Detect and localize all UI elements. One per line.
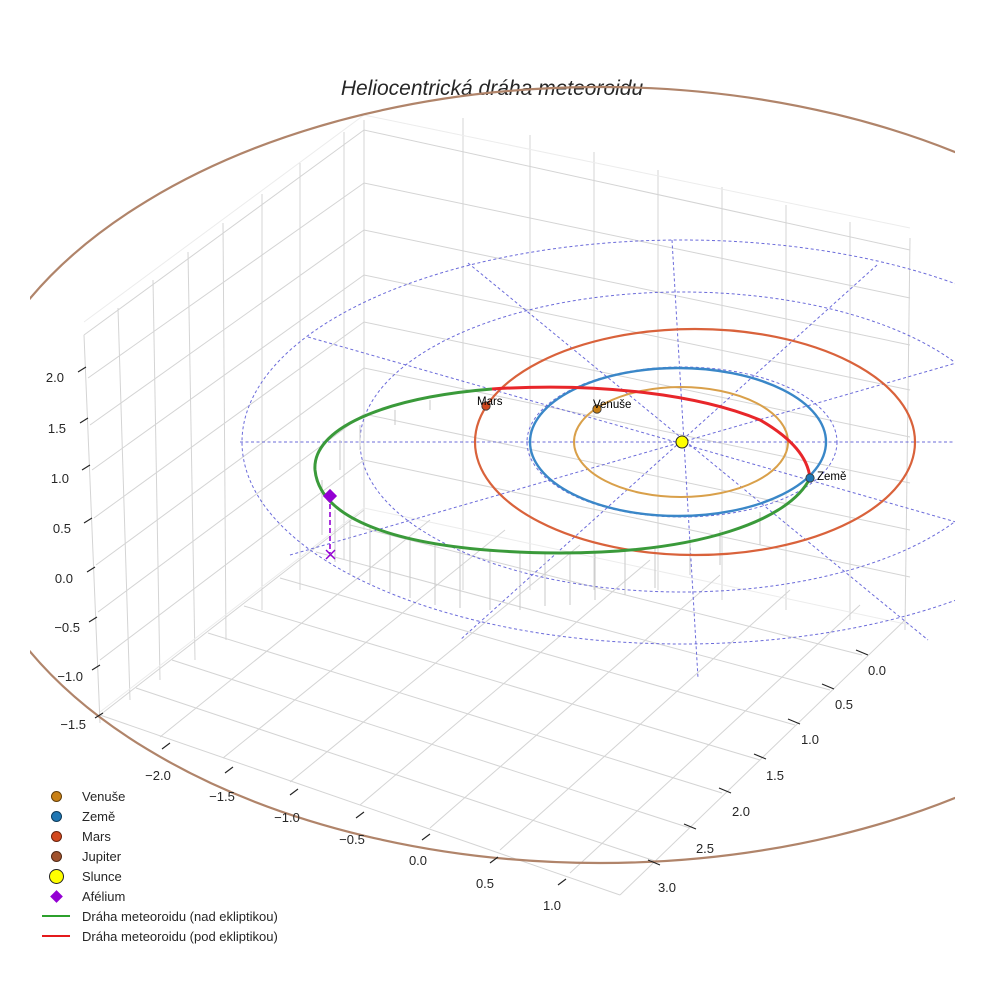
- legend: Venuše Země Mars Jupiter Slunce Afélium …: [36, 786, 278, 946]
- legend-item-venus: Venuše: [36, 786, 278, 806]
- x-tick: 0.0: [409, 853, 427, 868]
- legend-item-orbit-above: Dráha meteoroidu (nad ekliptikou): [36, 906, 278, 926]
- legend-item-aphelion: Afélium: [36, 886, 278, 906]
- x-tick: −1.5: [209, 789, 235, 804]
- legend-item-sun: Slunce: [36, 866, 278, 886]
- z-tick: −1.0: [57, 669, 83, 684]
- z-axis: 2.0 1.5 1.0 0.5 0.0 −0.5 −1.0 −1.5: [46, 366, 104, 732]
- mars-label: Mars: [477, 396, 503, 408]
- y-tick: 0.0: [868, 663, 886, 678]
- earth-dot-icon: [50, 810, 62, 822]
- z-tick: 0.5: [53, 521, 71, 536]
- y-tick: 3.0: [658, 880, 676, 895]
- red-line-icon: [42, 934, 70, 938]
- aphelion-projection-x-icon: [325, 549, 336, 560]
- venus-point: [592, 404, 602, 414]
- venus-orbit: [573, 386, 789, 498]
- green-line-icon: [42, 914, 70, 918]
- meteoroid-orbit-above: [313, 387, 812, 555]
- z-tick: 1.5: [48, 421, 66, 436]
- legend-item-earth: Země: [36, 806, 278, 826]
- y-tick: 2.0: [732, 804, 750, 819]
- x-tick: −1.0: [274, 810, 300, 825]
- meteoroid-orbit-below: [491, 385, 812, 479]
- chart-title: Heliocentrická dráha meteoroidu: [341, 77, 644, 100]
- y-tick: 1.5: [766, 768, 784, 783]
- jupiter-orbit: [30, 86, 955, 864]
- x-tick: 1.0: [543, 898, 561, 913]
- aphelion-diamond-icon: [49, 889, 63, 903]
- sun-point: [675, 435, 689, 449]
- ecliptic-reference-grid: [240, 239, 955, 679]
- floor-grid: [99, 509, 906, 896]
- aphelion-marker: [322, 488, 338, 504]
- mars-dot-icon: [50, 830, 62, 842]
- z-tick: 1.0: [51, 471, 69, 486]
- legend-item-mars: Mars: [36, 826, 278, 846]
- z-tick: −1.5: [60, 717, 86, 732]
- x-axis: −2.0 −1.5 −1.0 −0.5 0.0 0.5 1.0: [145, 742, 567, 913]
- legend-item-orbit-below: Dráha meteoroidu (pod ekliptikou): [36, 926, 278, 946]
- z-tick: 2.0: [46, 370, 64, 385]
- jupiter-dot-icon: [50, 850, 62, 862]
- y-tick: 1.0: [801, 732, 819, 747]
- z-tick: 0.0: [55, 571, 73, 586]
- legend-item-jupiter: Jupiter: [36, 846, 278, 866]
- x-tick: −0.5: [339, 832, 365, 847]
- y-tick: 2.5: [696, 841, 714, 856]
- y-tick: 0.5: [835, 697, 853, 712]
- y-axis: 0.0 0.5 1.0 1.5 2.0 2.5 3.0: [647, 649, 886, 895]
- mars-point: [481, 401, 491, 411]
- z-tick: −0.5: [54, 620, 80, 635]
- earth-label: Země: [817, 471, 846, 483]
- x-tick: 0.5: [476, 876, 494, 891]
- earth-orbit: [528, 366, 828, 518]
- sun-circle-icon: [48, 868, 64, 884]
- mars-orbit: [473, 327, 917, 557]
- earth-point: [805, 473, 815, 483]
- venus-label: Venuše: [593, 399, 631, 411]
- venus-dot-icon: [50, 790, 62, 802]
- x-tick: −2.0: [145, 768, 171, 783]
